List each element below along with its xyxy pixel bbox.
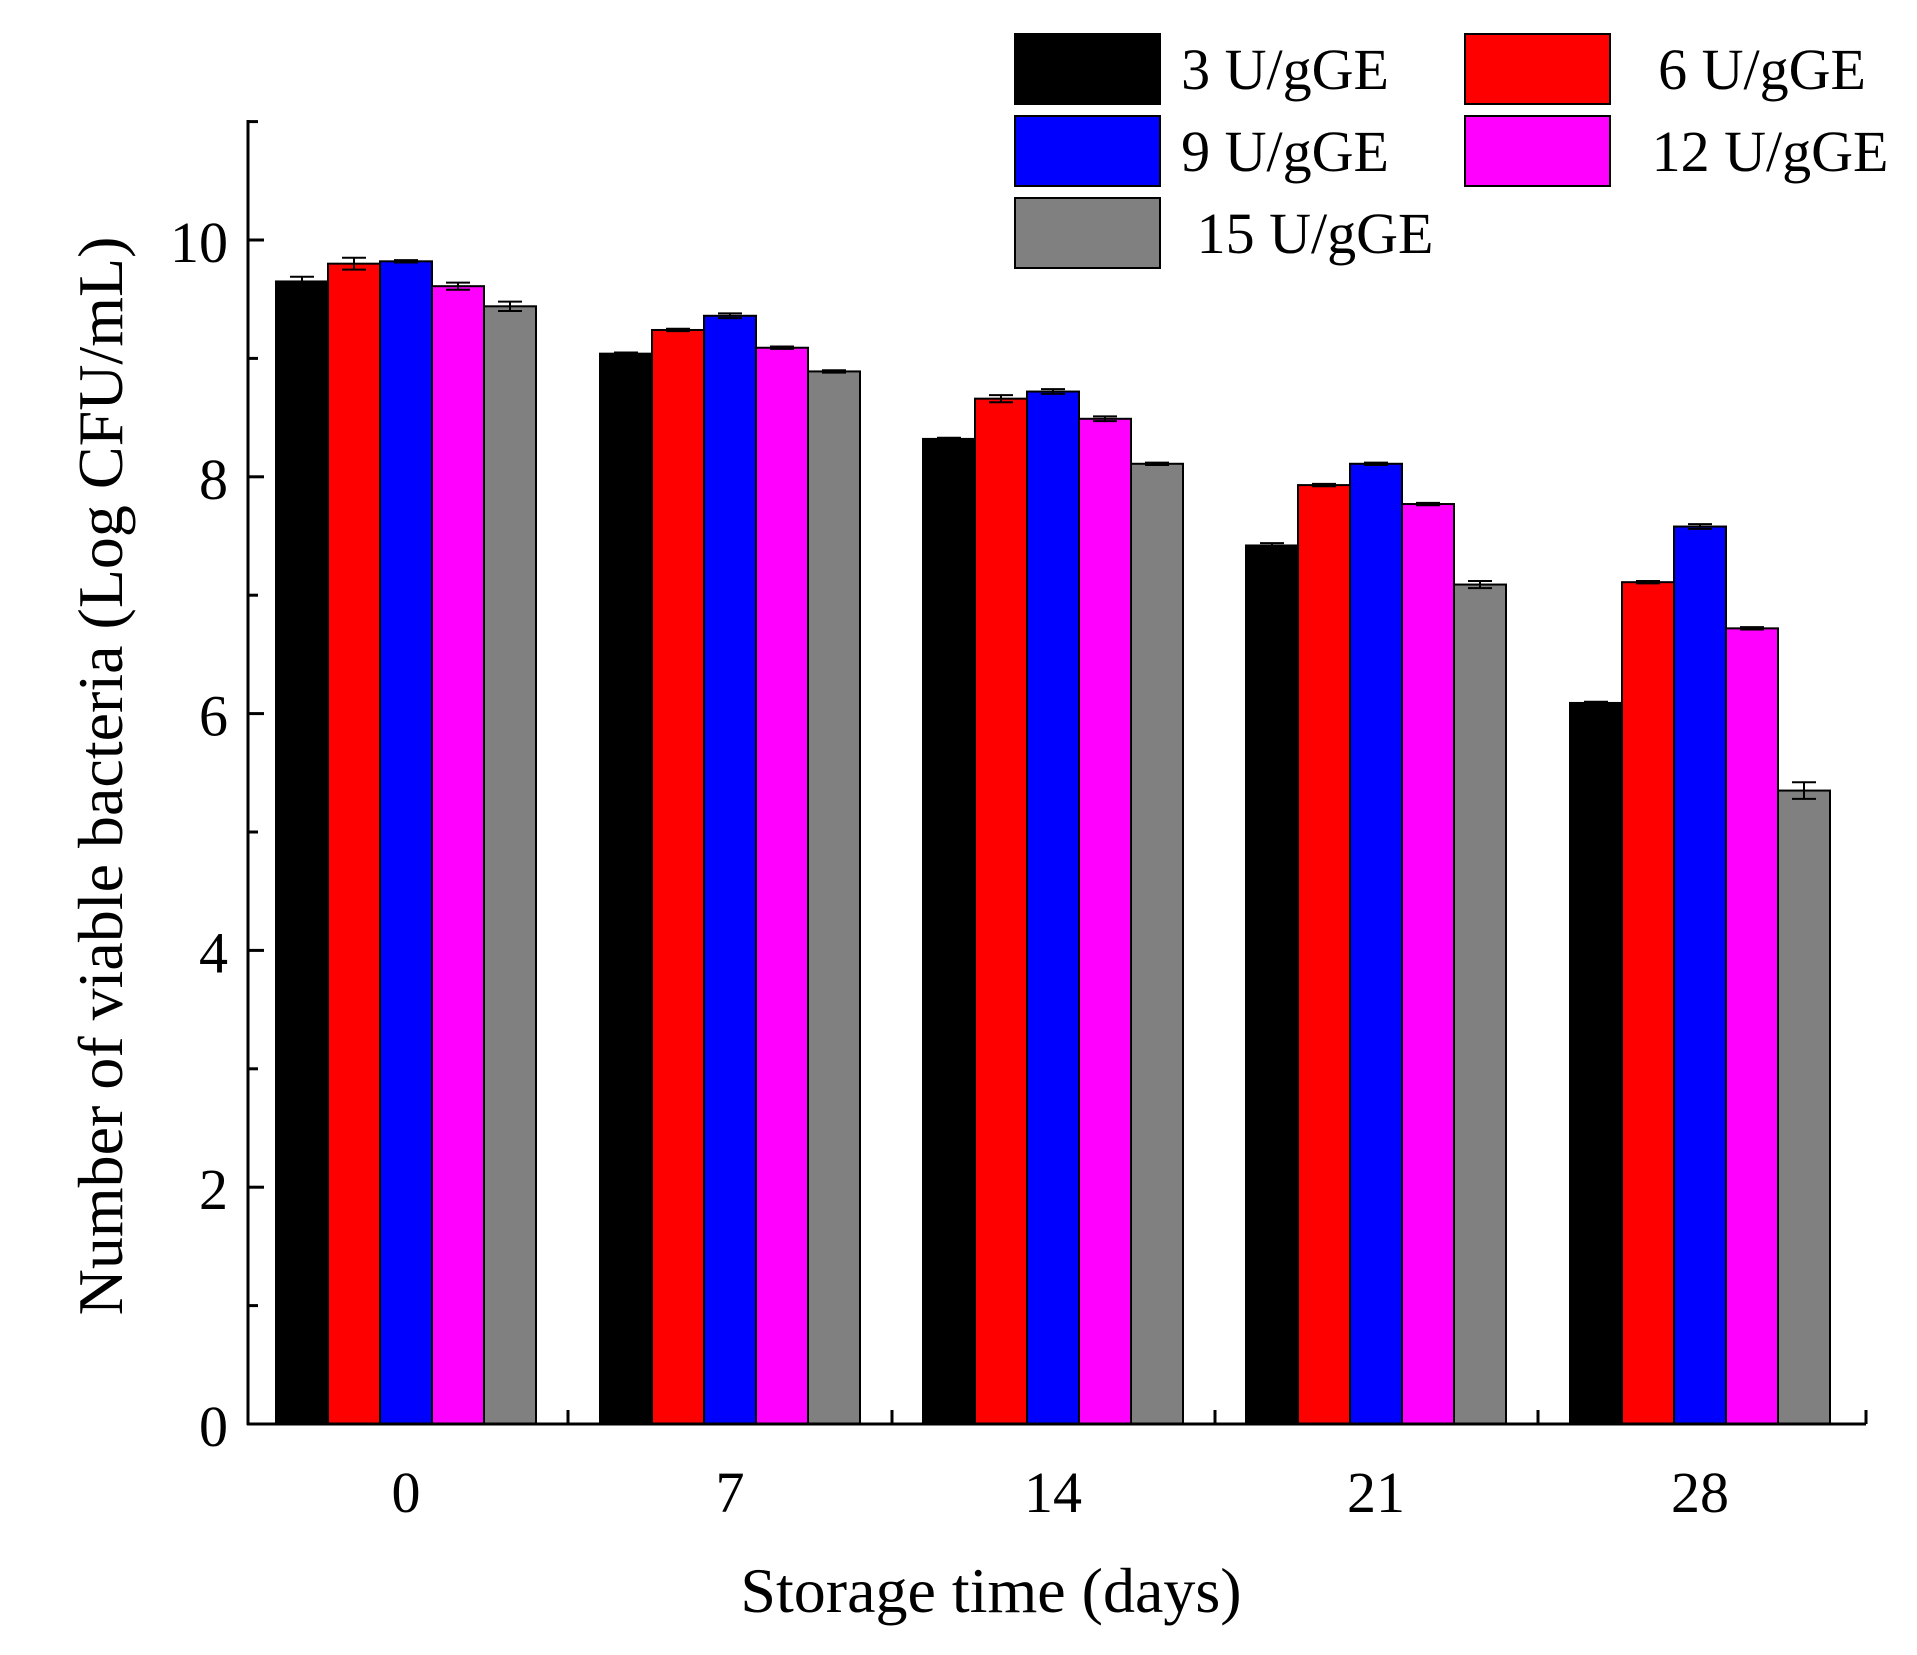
bar-9-u-gge-day-21: [1349, 462, 1403, 1425]
y-tick-label: 2: [199, 1157, 228, 1222]
x-tick-label: 28: [1671, 1460, 1729, 1525]
bar-12-u-gge-day-21: [1401, 503, 1455, 1426]
bar-6-u-gge-day-28: [1621, 581, 1675, 1425]
y-tick-label: 4: [199, 920, 228, 985]
bar-9-u-gge-day-7: [703, 314, 757, 1425]
legend-swatch: [1014, 197, 1161, 269]
x-axis-label: Storage time (days): [740, 1555, 1241, 1626]
x-tick-label: 14: [1024, 1460, 1082, 1525]
labels-layer: Storage time (days) Number of viable bac…: [65, 237, 1242, 1626]
x-tick-label: 7: [716, 1460, 745, 1525]
bar-12-u-gge-day-14: [1078, 417, 1132, 1425]
bar-15-u-gge-day-21: [1453, 583, 1507, 1425]
y-axis-label: Number of viable bacteria (Log CFU/mL): [65, 237, 136, 1316]
bar-12-u-gge-day-28: [1725, 627, 1779, 1425]
bar-3-u-gge-day-14: [922, 437, 976, 1425]
bar-9-u-gge-day-28: [1673, 525, 1727, 1425]
bar-9-u-gge-day-0: [379, 260, 433, 1425]
legend-label: 15 U/gGE: [1197, 201, 1434, 266]
bar-15-u-gge-day-0: [483, 305, 537, 1426]
bar-3-u-gge-day-21: [1245, 544, 1299, 1425]
legend-label: 3 U/gGE: [1181, 37, 1389, 102]
y-tick-label: 10: [170, 210, 228, 275]
bar-6-u-gge-day-14: [974, 397, 1028, 1425]
legend-swatch: [1014, 33, 1161, 105]
y-tick-label: 6: [199, 684, 228, 749]
y-tick-label: 8: [199, 447, 228, 512]
legend-label: 9 U/gGE: [1181, 119, 1389, 184]
bars-layer: [275, 256, 1831, 1426]
legend-label: 6 U/gGE: [1658, 37, 1866, 102]
bar-15-u-gge-day-7: [807, 370, 861, 1426]
bar-3-u-gge-day-7: [599, 352, 653, 1426]
bar-6-u-gge-day-0: [327, 262, 381, 1425]
bar-3-u-gge-day-28: [1569, 701, 1623, 1425]
bar-9-u-gge-day-14: [1026, 390, 1080, 1425]
bar-12-u-gge-day-7: [755, 346, 809, 1425]
bar-12-u-gge-day-0: [431, 285, 485, 1425]
legend-swatch: [1464, 115, 1611, 187]
bar-15-u-gge-day-14: [1130, 462, 1184, 1425]
legend-swatch: [1014, 115, 1161, 187]
bar-6-u-gge-day-7: [651, 328, 705, 1425]
legend-swatch: [1464, 33, 1611, 105]
bar-15-u-gge-day-28: [1777, 789, 1831, 1425]
y-tick-label: 0: [199, 1394, 228, 1459]
x-tick-label: 21: [1347, 1460, 1405, 1525]
bar-3-u-gge-day-0: [275, 280, 329, 1426]
legend-label: 12 U/gGE: [1652, 119, 1889, 184]
axes-layer: 0 2 4 6 8 10 0 7 14 21 28: [170, 120, 1868, 1525]
x-tick-label: 0: [392, 1460, 421, 1525]
bar-6-u-gge-day-21: [1297, 484, 1351, 1425]
legend: 3 U/gGE 6 U/gGE 9 U/gGE 12 U/gGE 15 U/gGE: [1014, 33, 1889, 269]
